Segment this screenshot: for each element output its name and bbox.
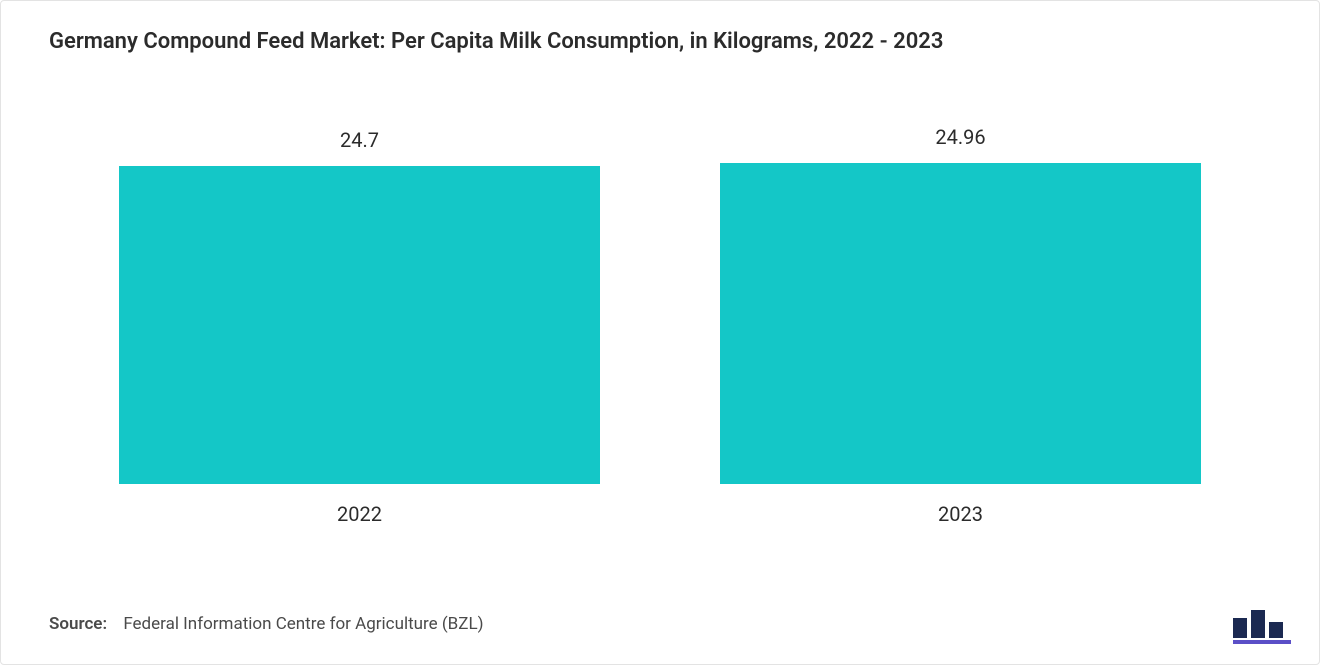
bar [119, 166, 600, 484]
mordor-logo-icon [1231, 604, 1295, 644]
bar [720, 163, 1201, 484]
category-label: 2023 [720, 502, 1201, 526]
source-line: Source: Federal Information Centre for A… [49, 614, 484, 634]
category-label: 2022 [119, 502, 600, 526]
bar-value-label: 24.7 [340, 128, 379, 152]
category-row: 2022 2023 [119, 502, 1201, 526]
chart-card: Germany Compound Feed Market: Per Capita… [0, 0, 1320, 665]
chart-title: Germany Compound Feed Market: Per Capita… [49, 29, 1271, 54]
bar-value-label: 24.96 [935, 125, 985, 149]
bars-row: 24.7 24.96 [119, 124, 1201, 484]
plot-area: 24.7 24.96 2022 2023 [119, 124, 1201, 534]
bar-slot: 24.7 [119, 124, 600, 484]
source-label: Source: [49, 614, 107, 634]
source-text: Federal Information Centre for Agricultu… [123, 614, 483, 634]
bar-slot: 24.96 [720, 124, 1201, 484]
